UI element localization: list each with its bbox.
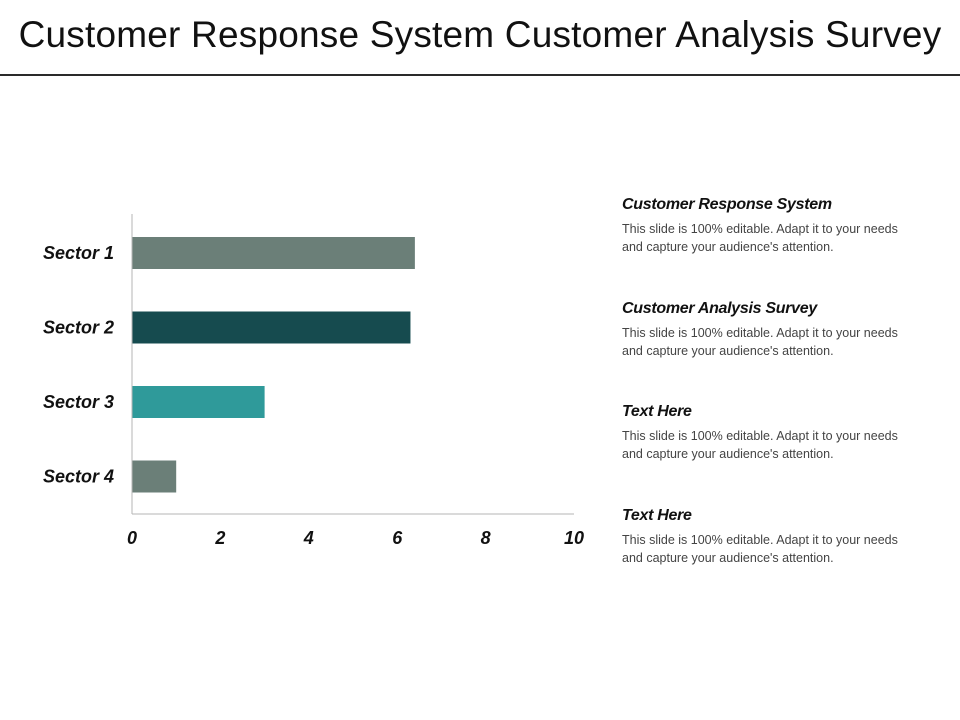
note-heading: Text Here [622, 506, 692, 524]
category-label: Sector 1 [43, 243, 114, 263]
slide-title: Customer Response System Customer Analys… [18, 14, 942, 55]
x-tick-label: 10 [564, 528, 584, 548]
notes-panel: Customer Response System This slide is 1… [622, 196, 942, 610]
x-tick-label: 2 [214, 528, 225, 548]
axis-layer [131, 214, 574, 515]
note-block: Customer Response System This slide is 1… [622, 196, 942, 300]
x-tick-label: 0 [127, 528, 137, 548]
bar-2 [132, 311, 411, 344]
x-tick-label: 4 [303, 528, 314, 548]
bars-layer [132, 237, 415, 493]
note-body: This slide is 100% editable. Adapt it to… [622, 222, 898, 254]
note-heading: Customer Analysis Survey [622, 299, 817, 317]
note-block: Text Here This slide is 100% editable. A… [622, 403, 942, 507]
note-heading: Text Here [622, 403, 692, 420]
x-tick-label: 6 [392, 528, 403, 548]
bar-3 [132, 386, 265, 418]
note-body: This slide is 100% editable. Adapt it to… [622, 532, 898, 565]
bar-1 [132, 237, 415, 269]
note-block: Customer Analysis Survey This slide is 1… [622, 300, 942, 404]
note-block: Text Here This slide is 100% editable. A… [622, 507, 942, 611]
note-body: This slide is 100% editable. Adapt it to… [622, 325, 898, 358]
category-label: Sector 3 [43, 392, 114, 412]
category-label: Sector 2 [43, 318, 114, 338]
title-divider [0, 74, 960, 76]
x-tick-label: 8 [481, 528, 491, 548]
bar-4 [132, 460, 177, 493]
category-label: Sector 4 [43, 467, 114, 487]
bar-chart: Sector 1 Sector 2 Sector 3 Sector 4 0 2 4 6 8 10 [43, 214, 584, 548]
note-body: This slide is 100% editable. Adapt it to… [622, 429, 898, 461]
labels-layer: Sector 1 Sector 2 Sector 3 Sector 4 0 2 4 6 8 10 [43, 243, 584, 548]
note-heading: Customer Response System [622, 196, 832, 213]
